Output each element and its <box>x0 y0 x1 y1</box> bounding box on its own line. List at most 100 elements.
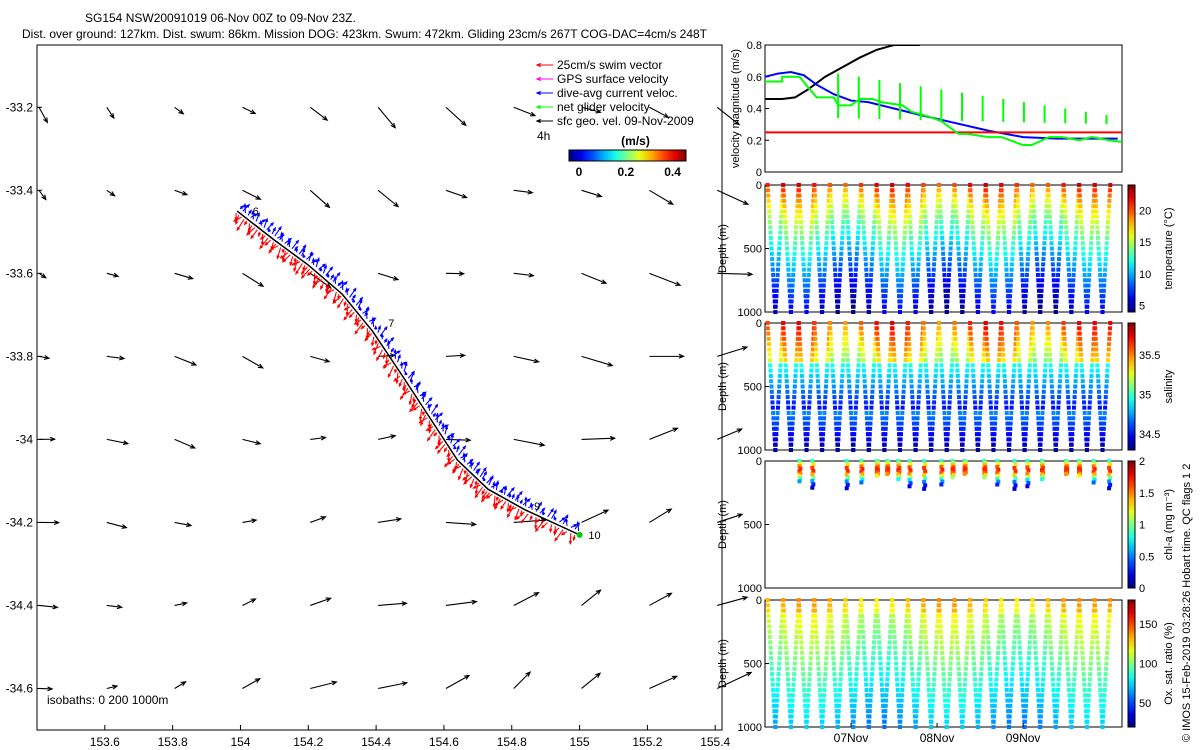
temperature-point <box>788 310 793 314</box>
salinity-point <box>828 331 833 336</box>
temperature-point <box>1017 225 1022 230</box>
temperature-point <box>981 220 986 225</box>
salinity-point <box>767 358 772 363</box>
temperature-point <box>885 262 890 267</box>
temperature-point <box>1080 241 1085 246</box>
temperature-point <box>863 262 868 267</box>
salinity-point <box>864 410 869 415</box>
temperature-point <box>1005 278 1010 283</box>
salinity-point <box>1091 342 1096 347</box>
oxygen-point <box>1088 666 1093 671</box>
temperature-point <box>1018 241 1023 246</box>
chl-point <box>940 461 945 466</box>
legend-label: 25cm/s swim vector <box>557 58 662 72</box>
salinity-point <box>985 352 990 357</box>
salinity-point <box>941 395 946 400</box>
salinity-point <box>1052 426 1057 431</box>
temperature-point <box>774 299 779 304</box>
temperature-point <box>766 204 771 209</box>
salinity-point <box>1015 331 1020 336</box>
swim-vector-arrow <box>443 447 448 453</box>
temperature-point <box>992 299 997 304</box>
oxygen-point <box>985 629 990 634</box>
temperature-point <box>1000 204 1005 209</box>
oxygen-point <box>909 661 914 666</box>
salinity-point <box>787 426 792 431</box>
salinity-point <box>869 405 874 410</box>
chl-point <box>923 476 928 481</box>
dive-avg-current-arrow <box>387 339 391 350</box>
chl-point <box>897 461 902 466</box>
temperature-point <box>957 267 962 272</box>
salinity-point <box>1082 400 1087 405</box>
oxygen-point <box>907 619 912 624</box>
salinity-point <box>859 331 864 336</box>
oxygen-point <box>917 661 922 666</box>
temperature-point <box>794 225 799 230</box>
swim-vector-arrow <box>534 518 541 523</box>
salinity-point <box>1086 416 1091 421</box>
salinity-point <box>884 416 889 421</box>
geo-velocity-arrow <box>717 271 754 277</box>
temperature-point <box>798 209 803 214</box>
salinity-point <box>896 426 901 431</box>
salinity-point <box>1050 395 1055 400</box>
geo-velocity-arrow <box>513 438 546 447</box>
temperature-point <box>791 272 796 277</box>
oxygen-point <box>769 661 774 666</box>
oxygen-point <box>1030 598 1035 602</box>
temperature-point <box>820 304 825 309</box>
oxygen-point <box>878 661 883 666</box>
salinity-point <box>986 363 991 368</box>
oxygen-point <box>973 687 978 692</box>
temperature-point <box>768 235 773 240</box>
oxygen-point <box>910 672 915 677</box>
oxygen-point <box>1106 635 1111 640</box>
salinity-point <box>1081 395 1086 400</box>
geo-velocity-arrow <box>310 435 327 441</box>
oxygen-point <box>1002 656 1007 661</box>
oxygen-point <box>824 656 829 661</box>
salinity-point <box>786 410 791 415</box>
geo-velocity-arrow <box>716 106 741 126</box>
chl-point <box>939 464 944 469</box>
temperature-point <box>1064 235 1069 240</box>
salinity-point <box>932 395 937 400</box>
geo-velocity-arrow <box>106 106 115 120</box>
dive-avg-current-arrow <box>352 297 356 303</box>
salinity-point <box>815 368 820 373</box>
temperature-point <box>1041 262 1046 267</box>
temperature-point <box>848 257 853 262</box>
dive-avg-current-arrow <box>456 444 460 453</box>
temperature-point <box>789 299 794 304</box>
salinity-point <box>1062 342 1067 347</box>
oxygen-point <box>807 682 812 687</box>
salinity-point <box>934 363 939 368</box>
oxygen-point <box>808 666 813 671</box>
salinity-point <box>992 437 997 442</box>
salinity-point <box>943 421 948 426</box>
oxygen-point <box>1102 693 1107 698</box>
oxygen-point <box>1020 682 1025 687</box>
salinity-point <box>826 342 831 347</box>
oxygen-point <box>792 661 797 666</box>
temperature-point <box>879 262 884 267</box>
oxygen-point <box>1027 650 1032 655</box>
salinity-point <box>1034 384 1039 389</box>
oxygen-point <box>970 629 975 634</box>
temperature-point <box>934 220 939 225</box>
oxygen-point <box>851 725 856 729</box>
temperature-point <box>938 209 943 214</box>
geo-velocity-arrow <box>38 520 61 526</box>
chl-point <box>1025 465 1030 470</box>
salinity-point <box>931 405 936 410</box>
temperature-point <box>1074 225 1079 230</box>
salinity-point <box>778 358 783 363</box>
oxygen-point <box>1018 650 1023 655</box>
salinity-point <box>1090 352 1095 357</box>
oxygen-point <box>1107 608 1112 613</box>
temperature-point <box>1008 288 1013 293</box>
swim-vector-arrow <box>540 522 548 529</box>
oxygen-point <box>878 666 883 671</box>
temperature-point <box>910 262 915 267</box>
